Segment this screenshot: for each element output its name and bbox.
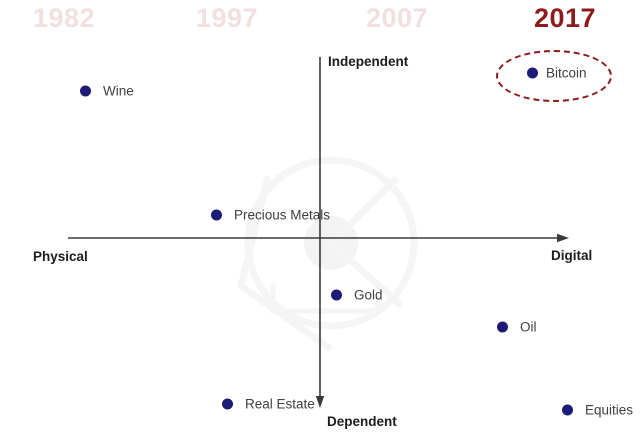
gold-dot-icon: [331, 289, 342, 301]
point-label: Bitcoin: [546, 65, 587, 81]
timeline-year-2007: 2007: [365, 3, 429, 33]
horizontal-axis-arrow-icon: [557, 233, 569, 243]
axis-label-physical: Physical: [33, 249, 88, 264]
timeline-year-2017: 2017: [533, 3, 597, 33]
real-estate-dot-icon: [222, 398, 233, 410]
point-label: Oil: [520, 319, 537, 335]
point-real-estate: Real Estate: [222, 397, 315, 412]
watermark-logo-icon: [237, 156, 418, 352]
point-oil: Oil: [497, 320, 537, 335]
vertical-axis-arrow-icon: [315, 396, 325, 408]
precious-metals-dot-icon: [211, 209, 222, 221]
point-label: Wine: [103, 83, 134, 99]
point-label: Real Estate: [245, 396, 315, 412]
oil-dot-icon: [497, 321, 508, 333]
wine-dot-icon: [80, 85, 91, 97]
point-gold: Gold: [331, 288, 383, 303]
point-equities: Equities: [562, 403, 633, 418]
point-label: Equities: [585, 402, 634, 418]
bitcoin-dot-icon: [527, 67, 538, 79]
point-label: Precious Metals: [234, 207, 331, 223]
timeline-year-1997: 1997: [195, 3, 259, 33]
bitcoin-highlight-ellipse: [496, 50, 612, 102]
equities-dot-icon: [562, 404, 573, 416]
point-label: Gold: [354, 287, 383, 303]
point-wine: Wine: [80, 84, 134, 99]
point-precious-metals: Precious Metals: [211, 208, 330, 223]
axis-label-digital: Digital: [551, 248, 593, 263]
axis-label-independent: Independent: [328, 54, 409, 69]
timeline-year-1982: 1982: [32, 3, 96, 33]
point-bitcoin: Bitcoin: [527, 66, 587, 81]
axis-label-dependent: Dependent: [327, 414, 397, 429]
